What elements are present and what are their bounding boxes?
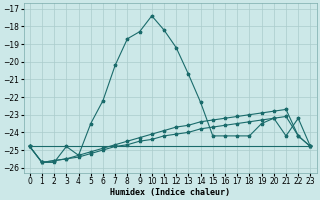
X-axis label: Humidex (Indice chaleur): Humidex (Indice chaleur) — [110, 188, 230, 197]
